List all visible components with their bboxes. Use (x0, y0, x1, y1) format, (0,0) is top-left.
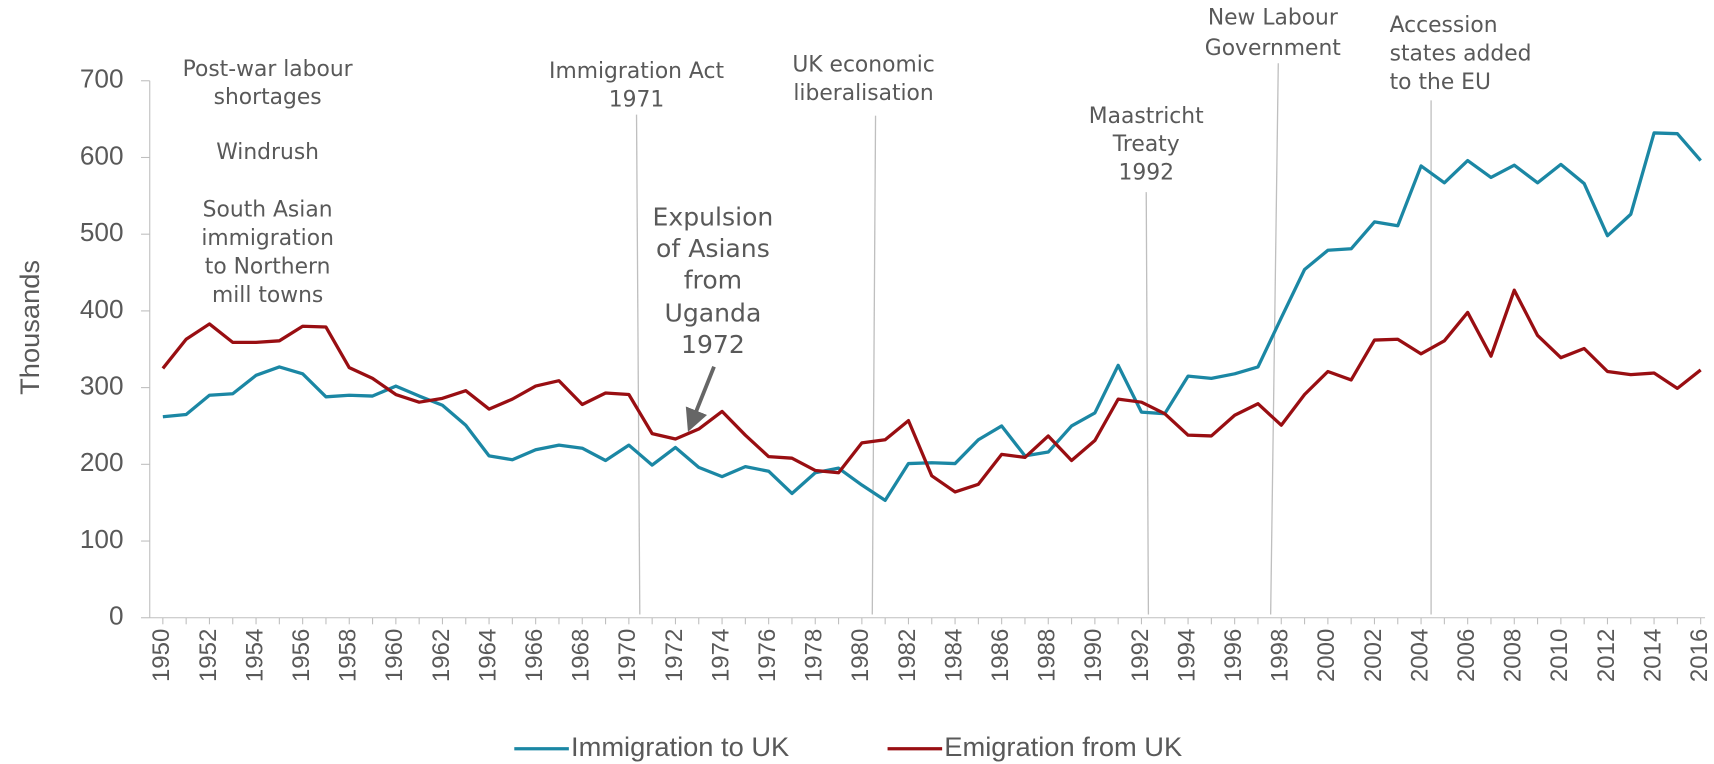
x-tick-label: 1998 (1267, 629, 1294, 682)
annotation: Uganda (664, 298, 761, 327)
annotation: 1971 (609, 87, 665, 112)
x-tick-label: 2010 (1546, 629, 1573, 682)
annotation-arrow (685, 366, 716, 432)
x-tick-label: 1978 (801, 629, 828, 682)
x-tick-label: 1972 (661, 629, 688, 682)
annotation: Maastricht (1089, 104, 1204, 129)
annotation: to the EU (1390, 70, 1491, 95)
annotation: of Asians (656, 234, 770, 263)
x-tick-label: 1992 (1127, 629, 1154, 682)
x-tick-label: 1984 (940, 629, 967, 682)
x-tick-label: 1994 (1173, 629, 1200, 682)
annotation-lines (635, 63, 1432, 615)
annotation: 1992 (1118, 161, 1174, 186)
legend-label: Immigration to UK (571, 731, 789, 762)
x-tick-label: 1976 (754, 629, 781, 682)
annotation: liberalisation (793, 81, 933, 106)
x-tick-label: 1966 (521, 629, 548, 682)
x-tick-label: 2014 (1639, 629, 1666, 682)
annotation: states added (1390, 42, 1532, 67)
x-tick-label: 1986 (987, 629, 1014, 682)
x-tick-label: 1958 (335, 629, 362, 682)
series-line (161, 288, 1702, 494)
y-axis-label: Thousands (14, 260, 45, 395)
x-tick-label: 2006 (1453, 629, 1480, 682)
annotation: immigration (201, 226, 334, 251)
y-tick-label: 0 (109, 601, 124, 631)
annotation: from (684, 266, 742, 295)
annotation: New Labour (1208, 6, 1338, 31)
y-tick-label: 700 (80, 64, 124, 94)
x-tick-label: 1962 (428, 629, 455, 682)
x-tick-label: 1964 (474, 629, 501, 682)
annotation: UK economic (792, 52, 934, 77)
y-tick-label: 600 (80, 140, 124, 170)
x-tick-label: 2000 (1313, 629, 1340, 682)
annotation: Windrush (216, 140, 319, 165)
annotation: 1972 (681, 330, 745, 359)
y-tick-label: 300 (80, 371, 124, 401)
x-tick-label: 1996 (1220, 629, 1247, 682)
x-tick-label: 1970 (614, 629, 641, 682)
series-line (162, 131, 1702, 503)
annotation-line (871, 115, 877, 615)
annotation: South Asian (203, 198, 333, 223)
annotation: shortages (214, 85, 322, 110)
annotation-line (635, 114, 641, 615)
x-tick-label: 1990 (1080, 629, 1107, 682)
x-tick-label: 1956 (288, 629, 315, 682)
x-tick-label: 2002 (1360, 629, 1387, 682)
x-tick-label: 1974 (707, 629, 734, 682)
x-tick-label: 2012 (1593, 629, 1620, 682)
y-tick-label: 400 (80, 294, 124, 324)
y-tick-label: 100 (80, 524, 124, 554)
y-tick-label: 500 (80, 217, 124, 247)
annotation: Treaty (1112, 132, 1180, 157)
x-tick-label: 2004 (1406, 629, 1433, 682)
annotation: to Northern (205, 254, 331, 279)
legend-label: Emigration from UK (944, 731, 1182, 762)
y-tick-label: 200 (80, 447, 124, 477)
x-tick-label: 1960 (381, 629, 408, 682)
annotation: Immigration Act (549, 59, 724, 84)
annotation: Accession (1390, 13, 1498, 38)
x-tick-label: 1982 (894, 629, 921, 682)
x-tick-label: 1988 (1034, 629, 1061, 682)
x-tick-label: 1954 (241, 629, 268, 682)
annotation: Post-war labour (183, 57, 353, 82)
x-tick-label: 1950 (148, 629, 175, 682)
x-tick-label: 1980 (847, 629, 874, 682)
x-tick-label: 1968 (568, 629, 595, 682)
x-tick-label: 2016 (1686, 629, 1713, 682)
x-tick-label: 1952 (195, 629, 222, 682)
annotation-line (1269, 63, 1279, 615)
annotation: Expulsion (653, 202, 774, 231)
annotation: Government (1205, 36, 1341, 61)
annotation: mill towns (212, 283, 323, 308)
x-tick-label: 2008 (1500, 629, 1527, 682)
